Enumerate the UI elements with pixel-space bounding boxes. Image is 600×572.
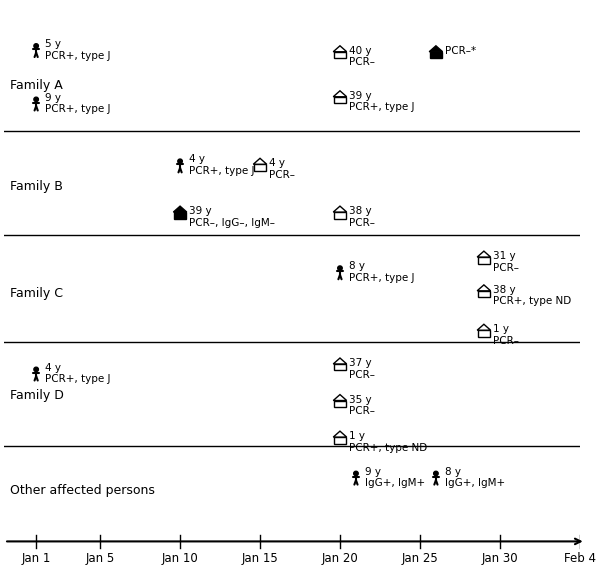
Circle shape: [34, 367, 38, 372]
Text: 1 y
PCR+, type ND: 1 y PCR+, type ND: [349, 431, 427, 453]
Text: Jan 20: Jan 20: [322, 551, 358, 565]
Text: 31 y
PCR–: 31 y PCR–: [493, 251, 518, 273]
Text: 39 y
PCR+, type J: 39 y PCR+, type J: [349, 91, 414, 113]
Polygon shape: [477, 285, 491, 291]
Text: Family C: Family C: [10, 287, 63, 300]
Text: 38 y
PCR–: 38 y PCR–: [349, 206, 374, 228]
Text: 38 y
PCR+, type ND: 38 y PCR+, type ND: [493, 285, 571, 307]
Circle shape: [338, 266, 342, 271]
Text: 35 y
PCR–: 35 y PCR–: [349, 395, 374, 416]
Text: Jan 5: Jan 5: [85, 551, 115, 565]
Text: Jan 10: Jan 10: [161, 551, 199, 565]
Polygon shape: [333, 91, 347, 97]
Text: 1 y
PCR–: 1 y PCR–: [493, 324, 518, 346]
Text: Family D: Family D: [10, 388, 64, 402]
Circle shape: [434, 471, 438, 476]
Polygon shape: [333, 358, 347, 364]
Polygon shape: [333, 46, 347, 51]
Circle shape: [178, 159, 182, 164]
Polygon shape: [333, 206, 347, 212]
Text: Jan 15: Jan 15: [242, 551, 278, 565]
Text: 8 y
PCR+, type J: 8 y PCR+, type J: [349, 261, 414, 283]
Circle shape: [34, 97, 38, 102]
Bar: [334, 400, 346, 407]
Text: 5 y
PCR+, type J: 5 y PCR+, type J: [45, 39, 110, 61]
Polygon shape: [477, 324, 491, 330]
Polygon shape: [253, 158, 267, 164]
Bar: [334, 97, 346, 103]
Bar: [334, 51, 346, 58]
Text: Feb 4: Feb 4: [564, 551, 596, 565]
Text: 4 y
PCR+, type J: 4 y PCR+, type J: [188, 154, 254, 176]
Text: Other affected persons: Other affected persons: [10, 484, 155, 497]
Text: PCR–*: PCR–*: [445, 46, 476, 56]
Bar: [254, 164, 266, 170]
Polygon shape: [429, 46, 443, 51]
Bar: [478, 291, 490, 297]
Text: 4 y
PCR+, type J: 4 y PCR+, type J: [45, 363, 110, 384]
Bar: [430, 51, 442, 58]
Circle shape: [34, 43, 38, 48]
Bar: [334, 364, 346, 371]
Bar: [478, 257, 490, 264]
Text: Jan 25: Jan 25: [401, 551, 439, 565]
Bar: [478, 330, 490, 337]
Bar: [334, 437, 346, 443]
Text: Jan 30: Jan 30: [482, 551, 518, 565]
Text: Family B: Family B: [10, 181, 63, 193]
Polygon shape: [333, 395, 347, 400]
Text: 4 y
PCR–: 4 y PCR–: [269, 158, 295, 180]
Bar: [175, 212, 186, 219]
Text: 9 y
IgG+, IgM+: 9 y IgG+, IgM+: [365, 467, 425, 488]
Text: Jan 1: Jan 1: [22, 551, 51, 565]
Text: 39 y
PCR–, IgG–, IgM–: 39 y PCR–, IgG–, IgM–: [188, 206, 275, 228]
Bar: [334, 212, 346, 219]
Polygon shape: [477, 251, 491, 257]
Text: Family A: Family A: [10, 80, 62, 92]
Circle shape: [354, 471, 358, 476]
Text: 40 y
PCR–: 40 y PCR–: [349, 46, 374, 67]
Polygon shape: [173, 206, 187, 212]
Text: 37 y
PCR–: 37 y PCR–: [349, 358, 374, 380]
Text: 9 y
PCR+, type J: 9 y PCR+, type J: [45, 93, 110, 114]
Polygon shape: [333, 431, 347, 437]
Text: 8 y
IgG+, IgM+: 8 y IgG+, IgM+: [445, 467, 505, 488]
